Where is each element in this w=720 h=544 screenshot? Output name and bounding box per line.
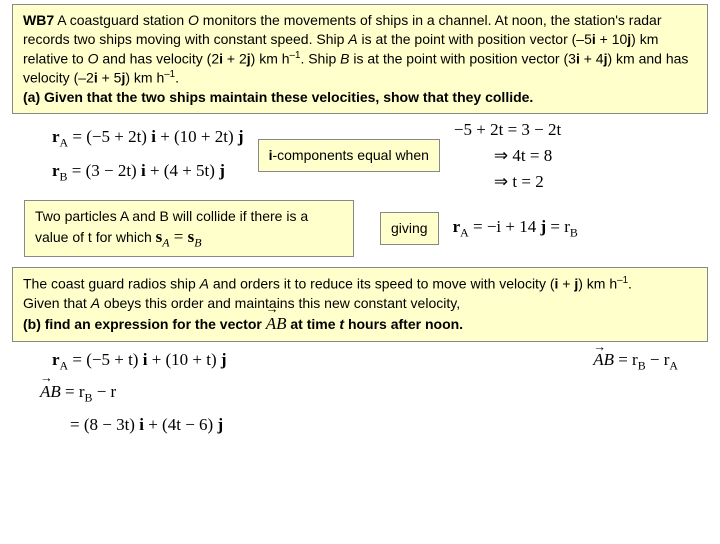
text: A bbox=[200, 276, 209, 292]
vector-AB: AB bbox=[266, 312, 287, 335]
text: and orders it to reduce its speed to mov… bbox=[209, 276, 555, 292]
eq-AB-expand: AB = rB − r bbox=[40, 380, 720, 407]
eq: −5 + 2t = 3 − 2t bbox=[454, 118, 561, 142]
text: . bbox=[628, 276, 632, 292]
text: at time bbox=[286, 316, 339, 332]
text: + 4 bbox=[580, 50, 604, 66]
text: ) km h bbox=[125, 70, 164, 86]
text: + 10 bbox=[596, 31, 628, 47]
text: A bbox=[91, 295, 100, 311]
text: A bbox=[348, 31, 357, 47]
collide-box: Two particles A and B will collide if th… bbox=[24, 200, 354, 257]
text: + 2 bbox=[223, 50, 247, 66]
text: hours after noon. bbox=[344, 316, 463, 332]
problem-box: WB7 A coastguard station O monitors the … bbox=[12, 4, 708, 114]
text: -components equal when bbox=[272, 147, 428, 163]
text: giving bbox=[391, 220, 428, 236]
text: O bbox=[88, 50, 99, 66]
giving-eq: rA = −i + 14 j = rB bbox=[453, 215, 578, 242]
text: –1 bbox=[164, 69, 175, 80]
text: is at the point with position vector (3 bbox=[349, 50, 575, 66]
text: ) km h bbox=[251, 50, 290, 66]
text: –1 bbox=[617, 275, 628, 286]
text: The coast guard radios ship bbox=[23, 276, 200, 292]
eq-rA-new: rA = (−5 + t) i + (10 + t) j bbox=[52, 348, 227, 375]
eq-AB-def: AB = rB − rA bbox=[593, 348, 678, 375]
text: + 5 bbox=[98, 70, 122, 86]
question-a: (a) Given that the two ships maintain th… bbox=[23, 88, 697, 107]
text: . Ship bbox=[300, 50, 340, 66]
equations-row: rA = (−5 + 2t) i + (10 + 2t) j rB = (3 −… bbox=[12, 118, 708, 194]
part-b-box: The coast guard radios ship A and orders… bbox=[12, 267, 708, 342]
text: –1 bbox=[290, 50, 301, 61]
text: Given that bbox=[23, 295, 91, 311]
eq-rA: rA = (−5 + 2t) i + (10 + 2t) j bbox=[52, 125, 244, 152]
problem-label: WB7 bbox=[23, 12, 54, 28]
text: ) km h bbox=[578, 276, 617, 292]
eq-AB-result: = (8 − 3t) i + (4t − 6) j bbox=[70, 413, 720, 437]
eq: ⇒ 4t = 8 bbox=[494, 144, 561, 168]
position-equations: rA = (−5 + 2t) i + (10 + 2t) j rB = (3 −… bbox=[52, 123, 244, 188]
text: + bbox=[558, 276, 574, 292]
eq-rB: rB = (3 − 2t) i + (4 + 5t) j bbox=[52, 159, 244, 186]
text: O bbox=[188, 12, 199, 28]
text: is at the point with position vector (–5 bbox=[358, 31, 592, 47]
question-b: (b) find an expression for the vector bbox=[23, 316, 266, 332]
giving-box: giving bbox=[380, 212, 439, 245]
final-row1: rA = (−5 + t) i + (10 + t) j AB = rB − r… bbox=[12, 348, 708, 375]
eq: ⇒ t = 2 bbox=[494, 170, 561, 194]
collide-row: Two particles A and B will collide if th… bbox=[12, 196, 708, 261]
text: and has velocity (2 bbox=[98, 50, 219, 66]
text: . bbox=[175, 70, 179, 86]
i-components-box: i-components equal when bbox=[258, 139, 440, 172]
text: A coastguard station bbox=[54, 12, 188, 28]
solve-t: −5 + 2t = 3 − 2t ⇒ 4t = 8 ⇒ t = 2 bbox=[454, 118, 561, 194]
